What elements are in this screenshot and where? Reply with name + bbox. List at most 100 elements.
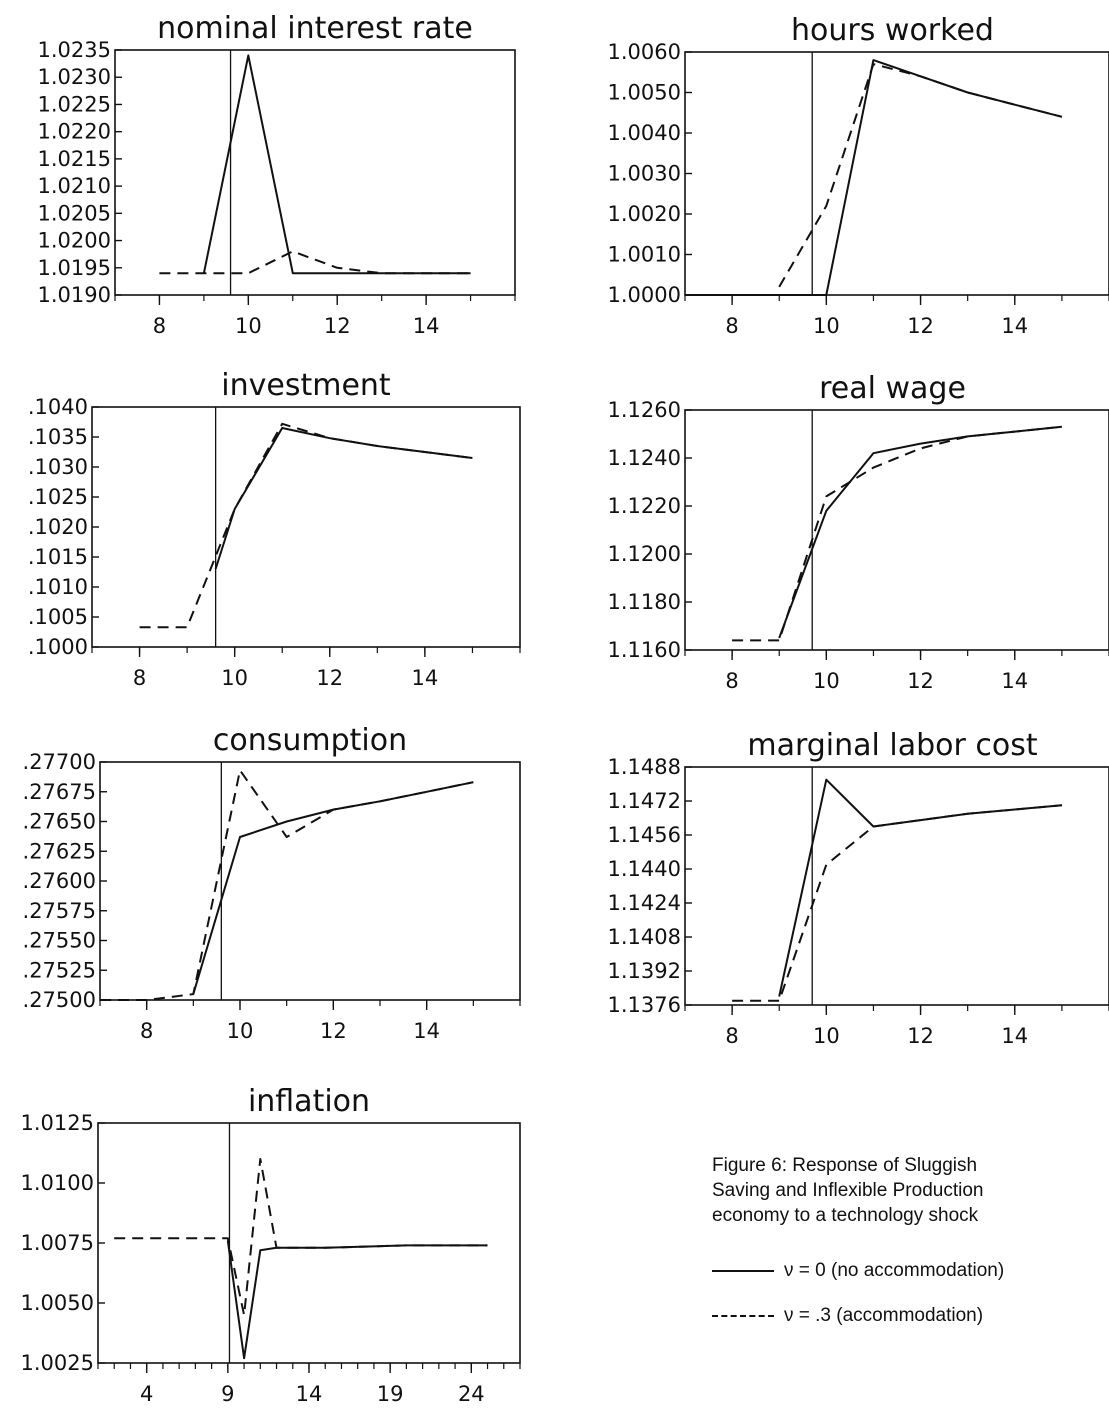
series-line-solid: [226, 1240, 488, 1360]
chart-title: investment: [221, 368, 391, 403]
y-tick-label: .1010: [28, 575, 88, 599]
x-tick-label: 14: [1001, 1024, 1028, 1048]
series-line-dashed: [139, 422, 473, 629]
chart-panel-4: real wage 1.1160 1.1180 1.1200 1.1220 1.1240 1…: [608, 371, 1109, 693]
x-tick-label: 8: [725, 1024, 738, 1048]
y-tick-label: 1.0220: [38, 120, 111, 144]
y-tick-label: .1015: [28, 545, 88, 569]
x-tick-label: 14: [296, 1382, 323, 1406]
series-line-solid: [214, 427, 473, 570]
y-tick-label: 1.1200: [608, 542, 681, 566]
series-line-dashed: [100, 769, 474, 1001]
x-tick-label: 12: [907, 314, 934, 338]
plot-frame: [97, 1122, 521, 1364]
legend: ν = 0 (no accommodation) ν = .3 (accommo…: [712, 1258, 1092, 1328]
y-tick-label: 1.1456: [608, 823, 681, 847]
y-tick-label: .1025: [28, 485, 88, 509]
legend-label-dashed: ν = .3 (accommodation): [784, 1305, 984, 1326]
plot-frame: [91, 406, 521, 648]
y-tick-label: 1.1180: [608, 590, 681, 614]
y-tick-label: 1.0010: [608, 243, 681, 267]
chart-panel-7: inflation 1.0025 1.0050 1.0075 1.0100 1.0125 4…: [21, 1084, 521, 1406]
y-tick-label: 1.0060: [608, 40, 681, 64]
x-tick-label: 19: [377, 1382, 404, 1406]
chart-panel-3: investment .1000 .1005 .1010 .1015 .1020 .1025…: [28, 368, 521, 690]
x-tick-label: 12: [324, 314, 351, 338]
y-tick-label: 1.0205: [38, 201, 111, 225]
x-tick-label: 10: [813, 314, 840, 338]
y-tick-label: .1000: [28, 635, 88, 659]
x-tick-label: 10: [221, 666, 248, 690]
y-tick-label: 1.0020: [608, 202, 681, 226]
y-tick-label: .27675: [23, 780, 96, 804]
chart-title: hours worked: [791, 13, 994, 48]
series-line-dashed: [114, 1158, 488, 1316]
x-tick-label: 9: [221, 1382, 234, 1406]
dashed-line-swatch: [712, 1314, 774, 1317]
chart-title: consumption: [213, 723, 407, 758]
y-tick-label: 1.0125: [21, 1111, 94, 1135]
y-tick-label: 1.1376: [608, 993, 681, 1017]
chart-panel-6: marginal labor cost 1.1376 1.1392 1.1408 1.1…: [608, 728, 1109, 1048]
series-line-dashed: [159, 250, 471, 275]
chart-title: inflation: [248, 1084, 370, 1119]
chart-title: marginal labor cost: [747, 728, 1038, 763]
series-line-dashed: [778, 63, 1063, 288]
chart-panel-5: consumption .27500 .27525 .27550 .27575 .2760…: [23, 723, 521, 1043]
series-line-solid: [685, 59, 1063, 296]
plot-frame: [684, 766, 1109, 1006]
x-tick-label: 24: [458, 1382, 485, 1406]
y-tick-label: 1.1408: [608, 925, 681, 949]
figure-caption: Figure 6: Response of Sluggish Saving an…: [712, 1153, 1092, 1328]
y-tick-label: 1.0190: [38, 283, 111, 307]
legend-item-solid: ν = 0 (no accommodation): [712, 1258, 1092, 1283]
chart-panel-1: nominal interest rate 1.0190 1.0195 1.0200 1…: [38, 11, 516, 338]
y-tick-label: 1.1220: [608, 494, 681, 518]
x-tick-label: 8: [153, 314, 166, 338]
y-tick-label: 1.1472: [608, 789, 681, 813]
caption-line-2: Saving and Inflexible Production: [712, 1180, 984, 1201]
y-tick-label: 1.0030: [608, 162, 681, 186]
series-line-solid: [778, 778, 1062, 997]
y-tick-label: .27500: [23, 988, 96, 1012]
x-tick-label: 12: [907, 1024, 934, 1048]
x-tick-label: 8: [725, 314, 738, 338]
y-tick-label: .1030: [28, 455, 88, 479]
chart-panel-2: hours worked 1.0000 1.0010 1.0020 1.0030 1.00…: [608, 13, 1109, 338]
x-tick-label: 14: [1001, 314, 1028, 338]
x-tick-label: 8: [725, 669, 738, 693]
y-tick-label: .27600: [23, 869, 96, 893]
chart-title: nominal interest rate: [157, 11, 473, 46]
y-tick-label: .1005: [28, 605, 88, 629]
y-tick-label: 1.0235: [38, 38, 111, 62]
y-tick-label: 1.0050: [21, 1291, 94, 1315]
y-tick-label: 1.0225: [38, 92, 111, 116]
x-tick-label: 10: [235, 314, 262, 338]
caption-line-3: economy to a technology shock: [712, 1205, 979, 1226]
y-tick-label: 1.1240: [608, 446, 681, 470]
series-line-solid: [192, 781, 474, 995]
x-tick-label: 14: [413, 1019, 440, 1043]
x-tick-label: 10: [227, 1019, 254, 1043]
series-line-solid: [202, 54, 471, 275]
y-tick-label: 1.0050: [608, 81, 681, 105]
x-tick-label: 12: [907, 669, 934, 693]
plot-frame: [684, 409, 1109, 651]
x-tick-label: 12: [320, 1019, 347, 1043]
y-tick-label: 1.0025: [21, 1351, 94, 1375]
x-tick-label: 12: [316, 666, 343, 690]
y-tick-label: .27575: [23, 899, 96, 923]
y-tick-label: .27625: [23, 839, 96, 863]
x-tick-label: 8: [133, 666, 146, 690]
y-tick-label: .27550: [23, 929, 96, 953]
y-tick-label: .1040: [28, 395, 88, 419]
legend-item-dashed: ν = .3 (accommodation): [712, 1303, 1092, 1328]
y-tick-label: .27700: [23, 750, 96, 774]
y-tick-label: 1.1260: [608, 398, 681, 422]
y-tick-label: 1.1424: [608, 891, 681, 915]
y-tick-label: 1.1488: [608, 755, 681, 779]
y-tick-label: 1.0200: [38, 229, 111, 253]
plot-frame: [99, 761, 521, 1001]
y-tick-label: 1.0075: [21, 1231, 94, 1255]
